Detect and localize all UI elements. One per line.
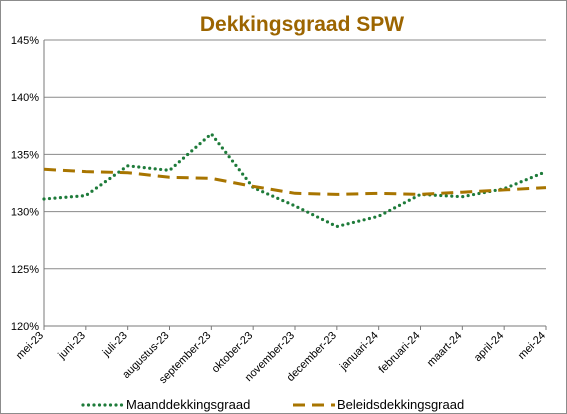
tick-labels: 120% 125% 130% 135% 140% 145% mei-23 juni-23 jul… bbox=[11, 35, 548, 386]
axes bbox=[43, 40, 547, 330]
x-tick-label-april-24: april-24 bbox=[472, 330, 506, 364]
x-tick-label-maart-24: maart-24 bbox=[425, 330, 465, 370]
series-line-beleidsdekkingsgraad bbox=[43, 167, 547, 196]
y-tick-label-125: 125% bbox=[11, 264, 39, 276]
x-tick-label-mei-24: mei-24 bbox=[516, 330, 548, 362]
x-tick-label-januari-24: januari-24 bbox=[337, 330, 381, 374]
x-tick-label-februari-24: februari-24 bbox=[377, 330, 423, 376]
y-tick-label-130: 130% bbox=[11, 207, 39, 219]
y-tick-label-140: 140% bbox=[11, 92, 39, 104]
series-layer bbox=[42, 131, 548, 229]
y-tick-label-120: 120% bbox=[11, 321, 39, 333]
y-tick-label-145: 145% bbox=[11, 35, 39, 47]
series-line-maanddekkingsgraad bbox=[42, 131, 548, 229]
x-tick-label-mei-23: mei-23 bbox=[14, 330, 46, 362]
x-tick-label-juli-23: juli-23 bbox=[100, 330, 130, 360]
legend-label-beleidsdekkingsgraad: Beleidsdekkingsgraad bbox=[337, 397, 464, 412]
legend-label-maanddekkingsgraad: Maanddekkingsgraad bbox=[126, 397, 250, 412]
y-tick-label-135: 135% bbox=[11, 149, 39, 161]
legend: Maanddekkingsgraad Beleidsdekkingsgraad bbox=[81, 397, 464, 412]
grid bbox=[44, 39, 546, 327]
x-tick-label-juni-23: juni-23 bbox=[55, 330, 88, 363]
chart-title: Dekkingsgraad SPW bbox=[200, 13, 404, 36]
